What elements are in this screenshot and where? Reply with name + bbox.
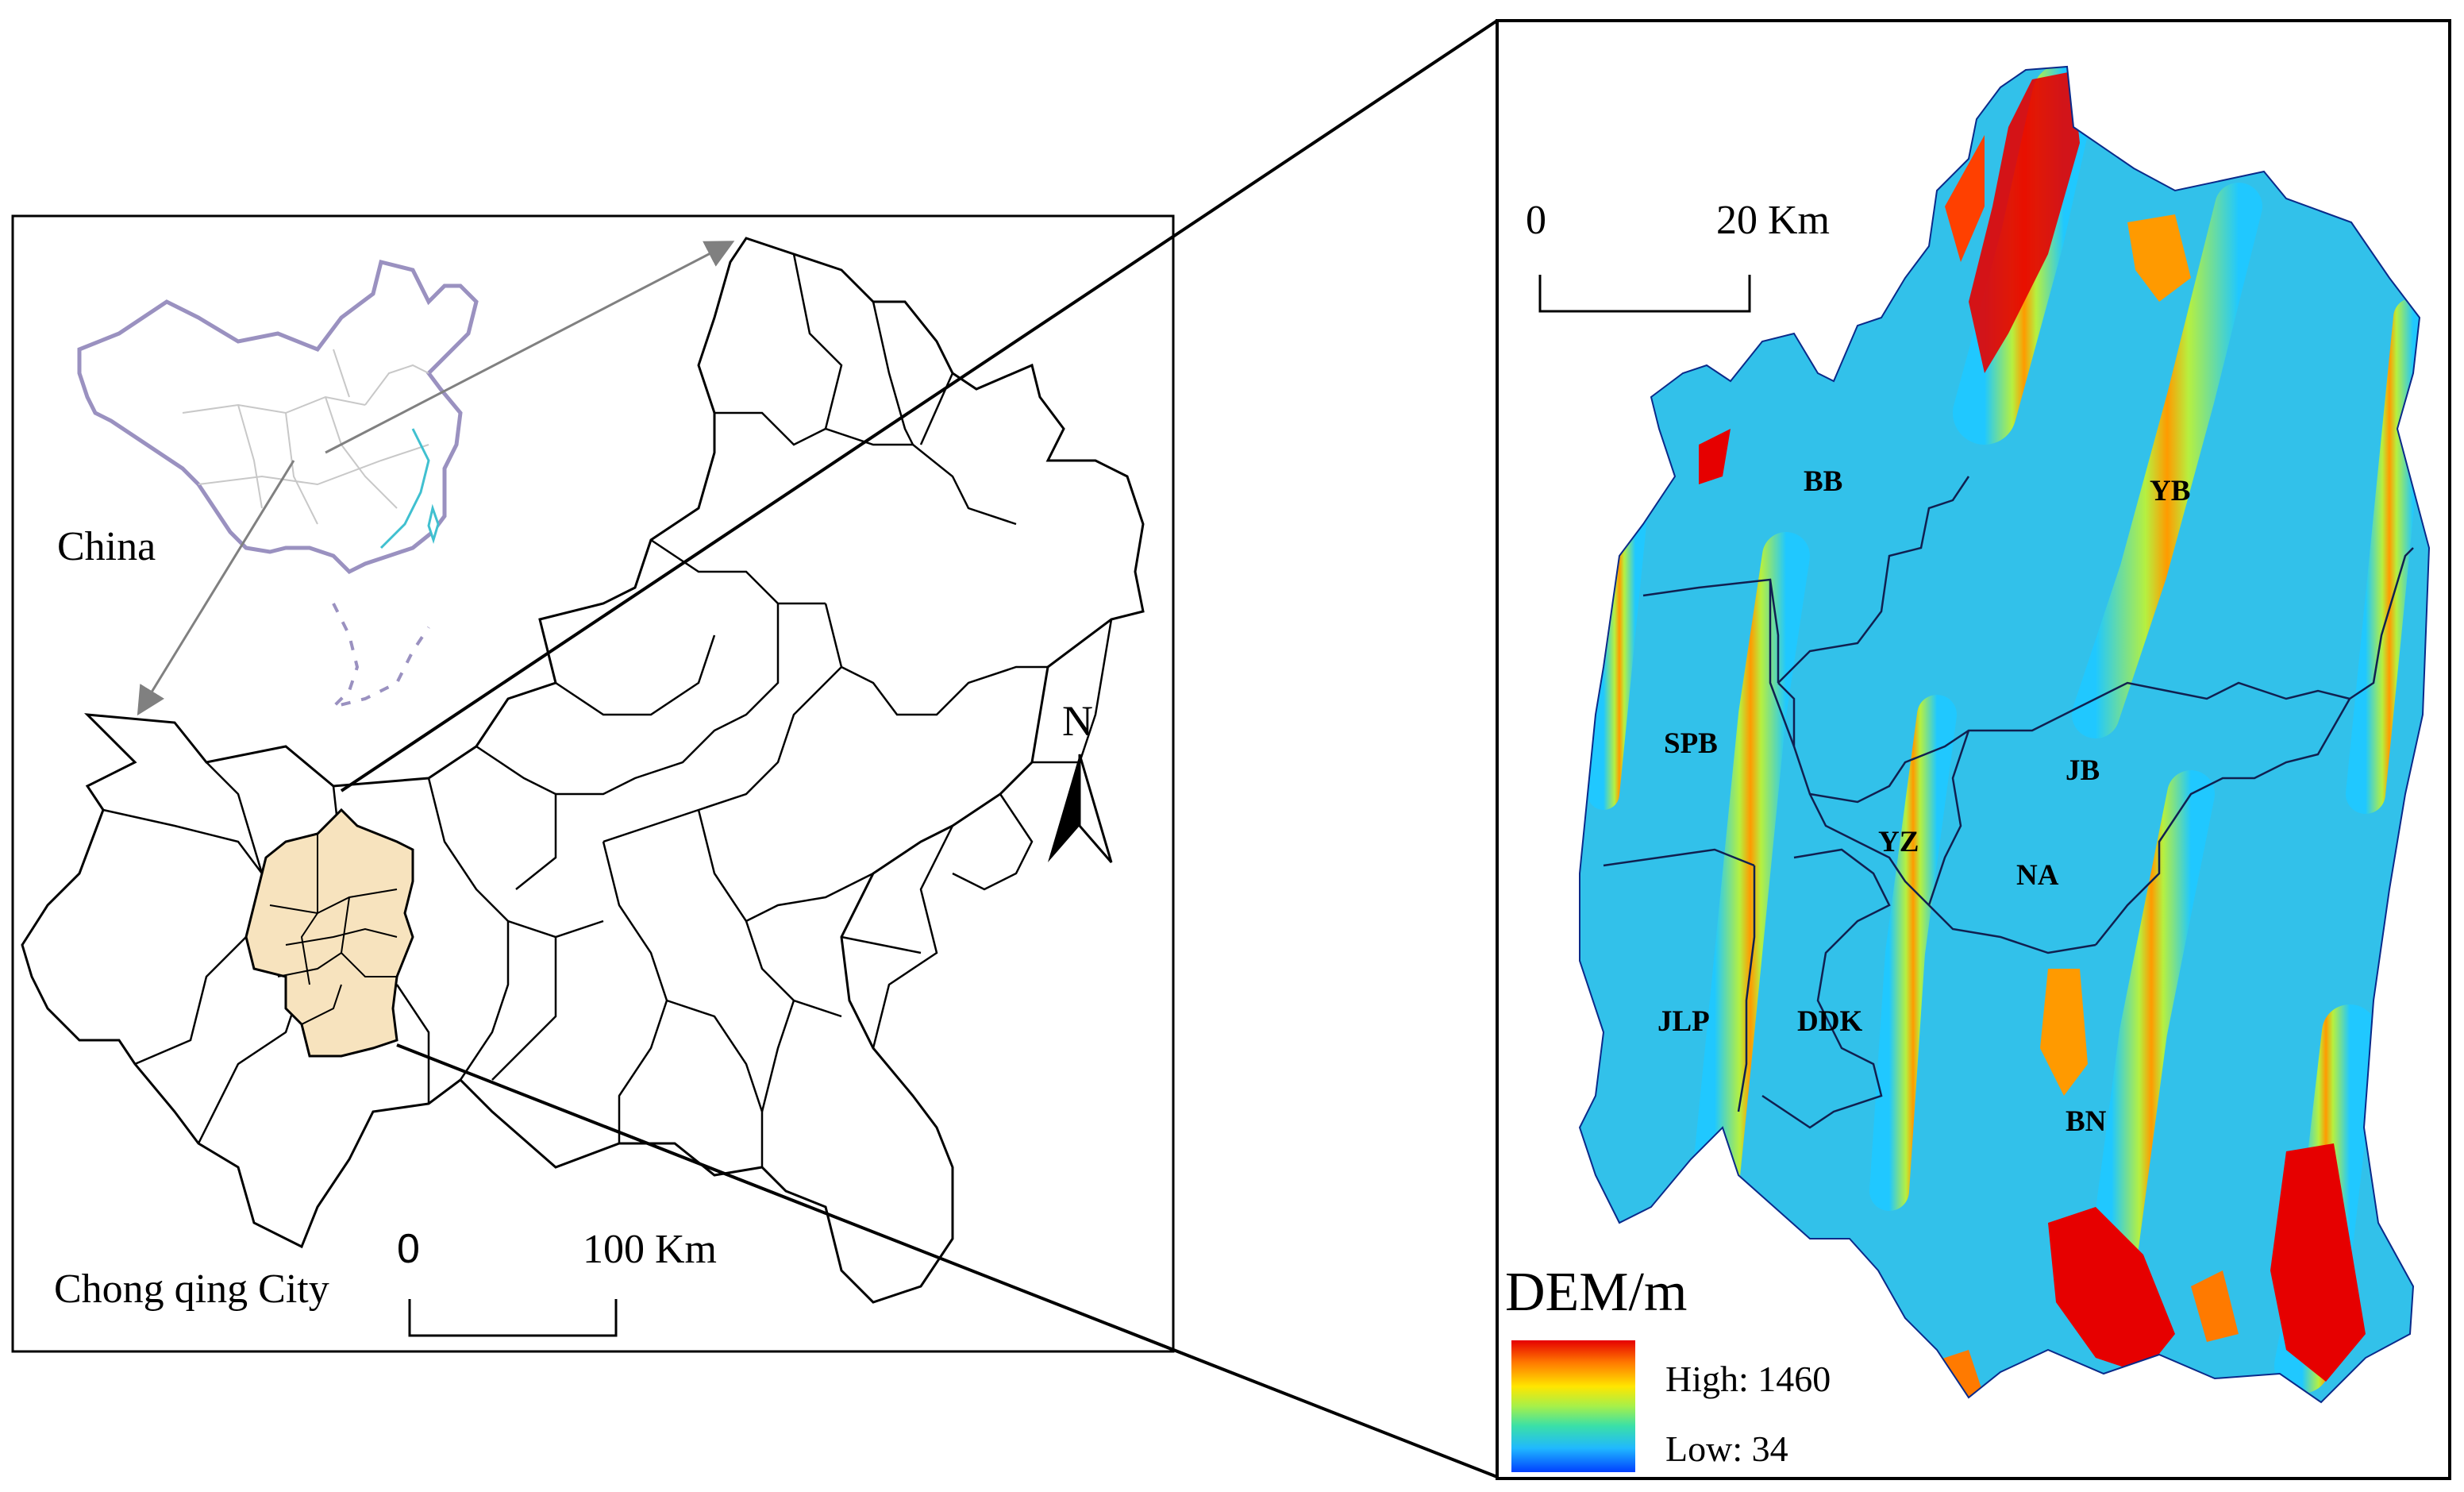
overview-map-frame xyxy=(11,214,1175,1353)
main-urban-area xyxy=(244,808,414,1058)
dem-highlands xyxy=(1699,71,2366,1402)
district-label-yb: YB xyxy=(2150,475,2190,507)
legend-high-label: High: 1460 xyxy=(1665,1359,1831,1399)
district-label-bb: BB xyxy=(1804,465,1842,498)
city-label: Chong qing City xyxy=(54,1266,329,1312)
north-arrow: N xyxy=(1048,697,1113,863)
overview-scale-bar: 0 100 Km xyxy=(397,1226,717,1337)
china-to-city-arrow-top xyxy=(325,241,735,454)
district-label-na: NA xyxy=(2016,859,2059,892)
chongqing-map xyxy=(21,237,1145,1304)
overview-scale-zero: 0 xyxy=(397,1226,420,1272)
overview-scale-line xyxy=(408,1299,618,1337)
district-label-ddk: DDK xyxy=(1797,1005,1862,1038)
overview-scale-distance: 100 Km xyxy=(583,1227,717,1272)
zoom-connector-lines xyxy=(340,19,1499,1479)
north-arrow-right-half xyxy=(1078,754,1113,863)
legend-color-ramp xyxy=(1511,1340,1635,1472)
north-arrow-left-half xyxy=(1048,754,1080,862)
china-outline xyxy=(77,259,479,575)
china-label: China xyxy=(57,524,156,569)
district-boundaries xyxy=(1603,476,2414,1129)
detail-scale-line xyxy=(1538,275,1751,313)
legend-low-label: Low: 34 xyxy=(1665,1428,1788,1469)
china-coastline xyxy=(379,428,430,549)
dem-legend: DEM/m High: 1460 Low: 34 xyxy=(1505,1262,1831,1472)
district-label-bn: BN xyxy=(2066,1105,2107,1138)
taiwan-island xyxy=(427,503,440,544)
district-labels: BB YB SPB JB YZ NA JLP DDK BN xyxy=(1657,465,2190,1138)
district-label-jlp: JLP xyxy=(1657,1005,1710,1038)
district-label-jb: JB xyxy=(2066,754,2100,787)
detail-scale-zero: 0 xyxy=(1526,198,1546,243)
district-label-spb: SPB xyxy=(1664,727,1718,760)
china-to-city-arrow-bottom xyxy=(137,460,295,716)
detail-scale-bar: 0 20 Km xyxy=(1526,198,1830,313)
urban-district-lines xyxy=(269,834,398,1025)
china-inset-map: China xyxy=(57,259,479,710)
district-label-yz: YZ xyxy=(1878,826,1919,858)
south-china-sea-dashes xyxy=(328,603,430,710)
north-label: N xyxy=(1062,697,1093,745)
detail-scale-distance: 20 Km xyxy=(1716,198,1830,243)
china-province-lines xyxy=(182,349,429,525)
legend-title: DEM/m xyxy=(1505,1262,1687,1323)
dem-study-area-outline xyxy=(1578,65,2431,1404)
chongqing-outline xyxy=(21,237,1145,1304)
